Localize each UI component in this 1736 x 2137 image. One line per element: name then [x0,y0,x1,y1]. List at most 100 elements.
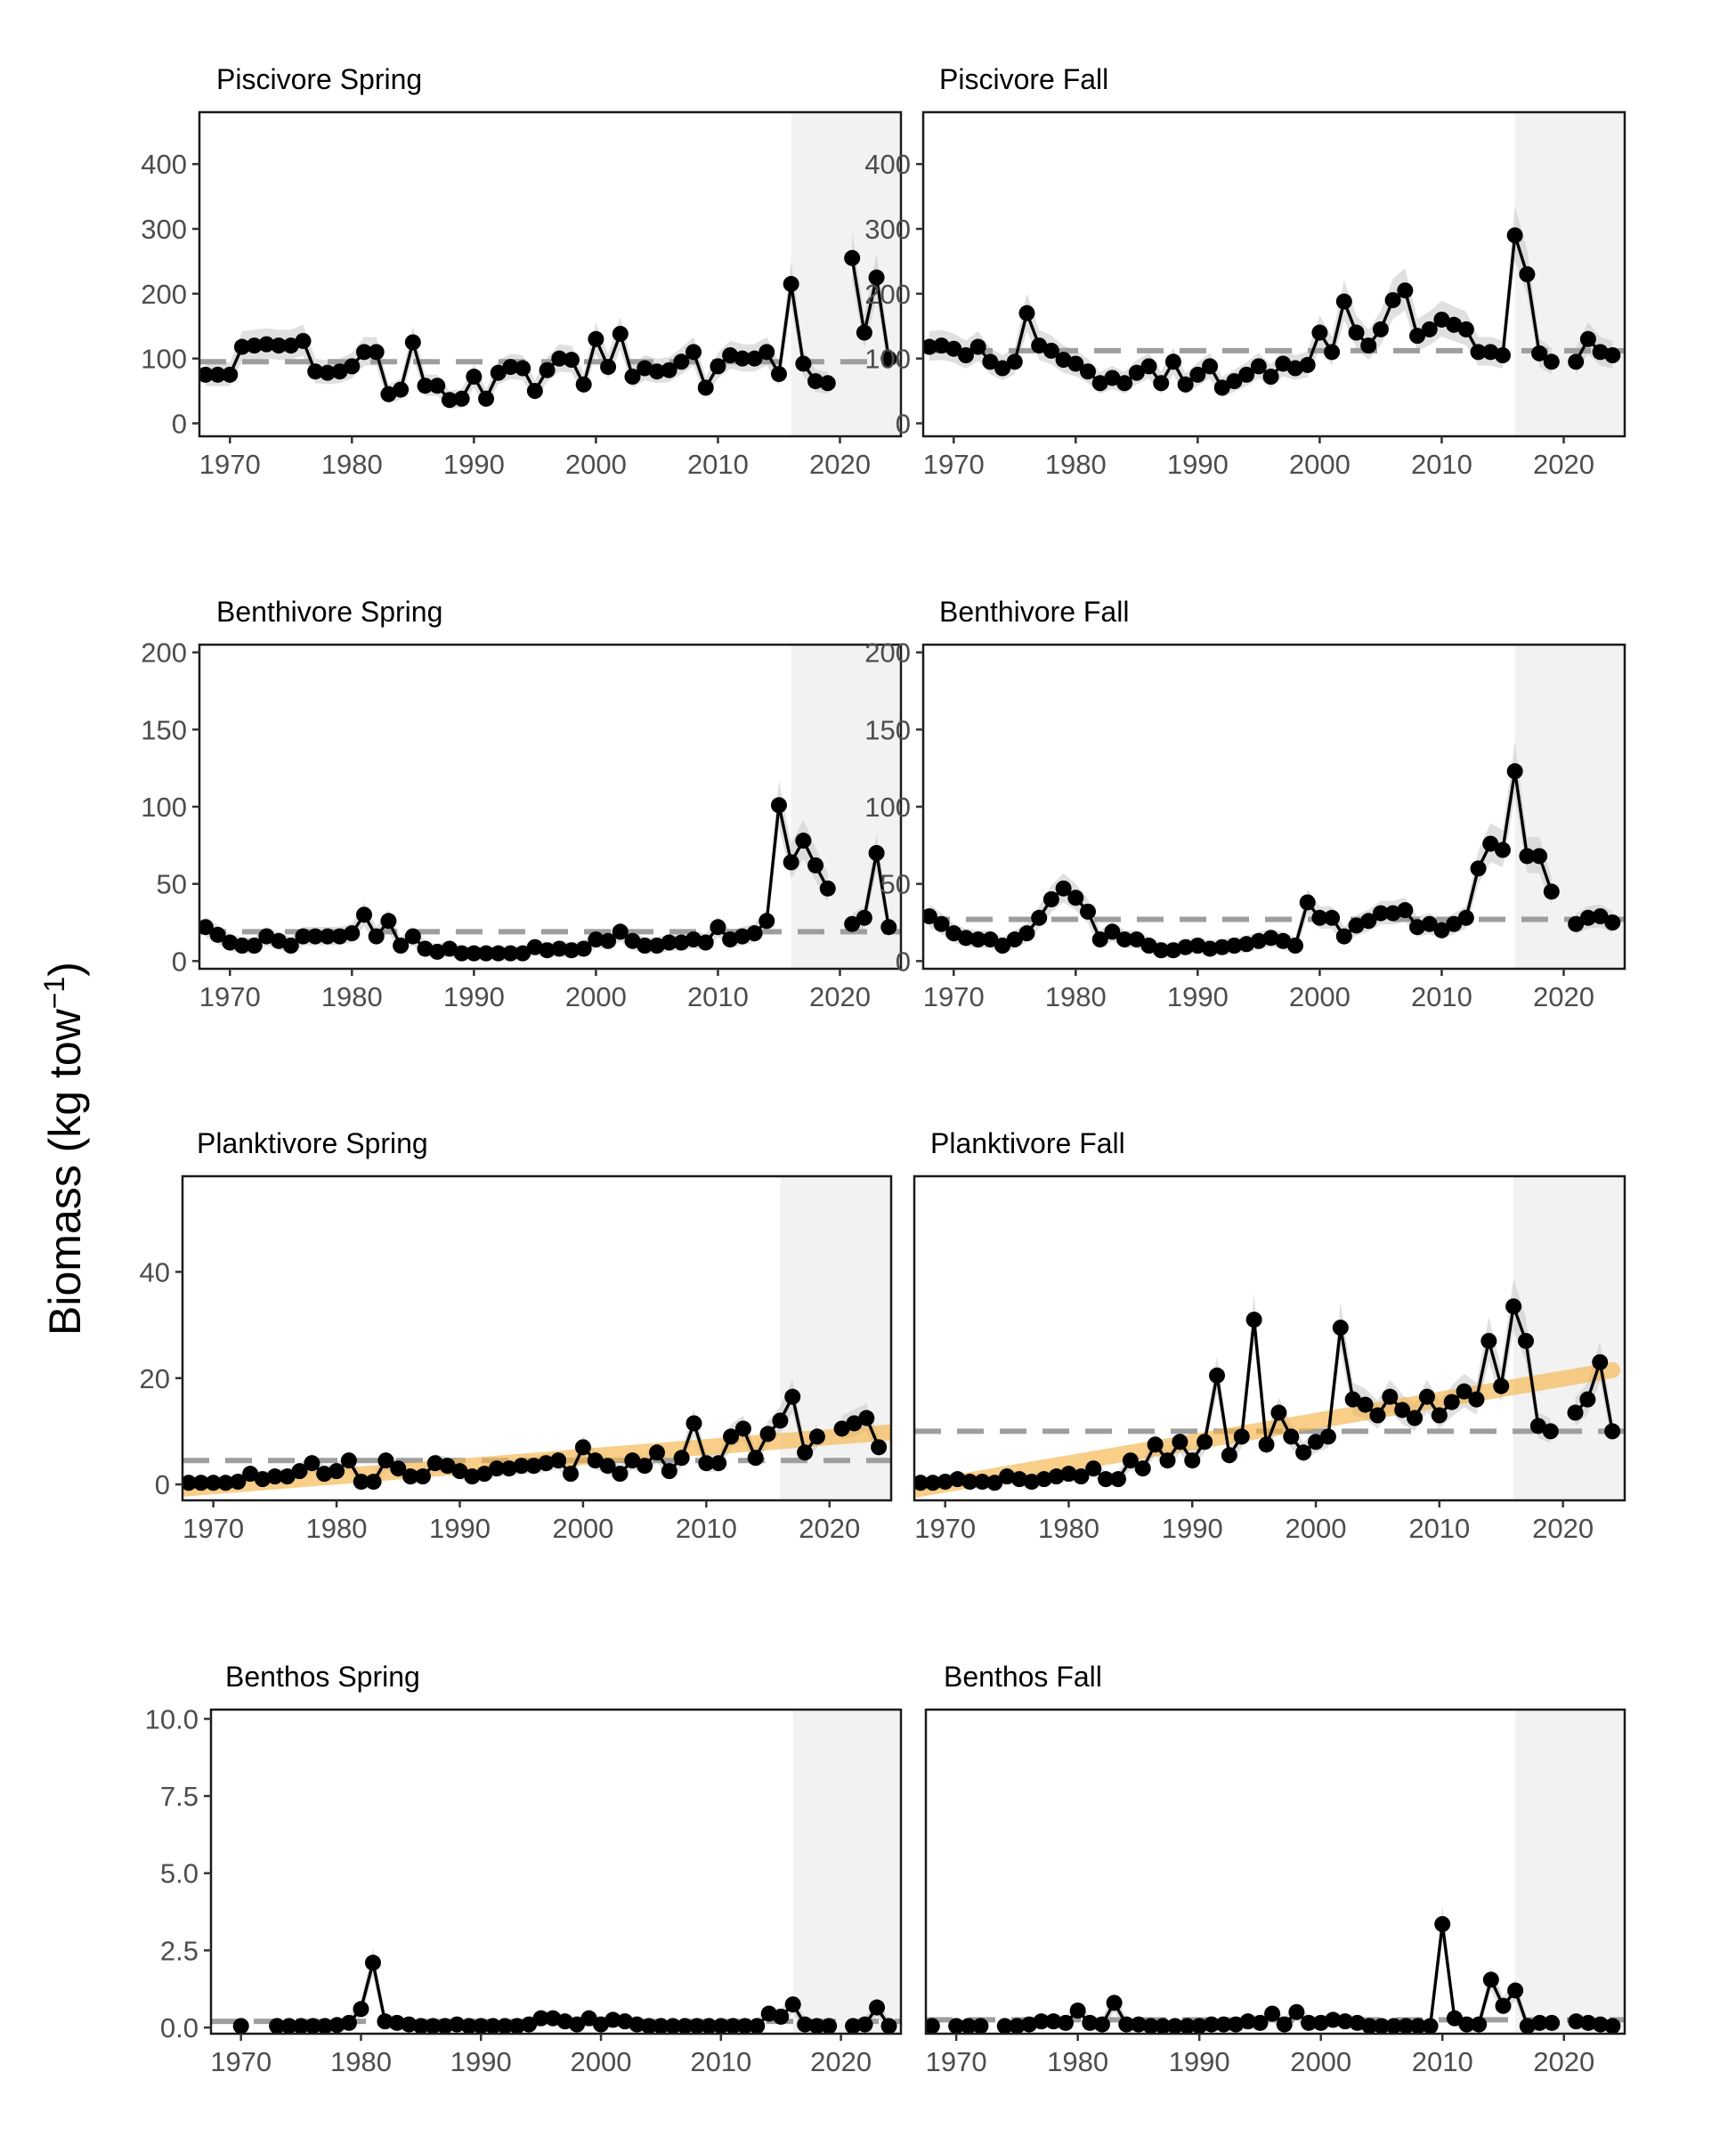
data-point [331,928,348,945]
x-tick-label: 1990 [429,1513,491,1544]
data-point [521,2016,538,2033]
data-point [1042,342,1059,359]
data-point [688,2018,705,2034]
data-point [1018,925,1035,942]
data-point [258,336,275,353]
y-axis-label-close: ) [40,962,90,977]
data-point [271,337,288,354]
y-tick-label: 150 [864,714,911,745]
y-tick-label: 300 [864,214,911,245]
data-point [1418,1388,1435,1405]
panel: Planktivore Spring 0 20 40 1970 1980 1990 2000 2… [140,1127,893,1544]
data-point [1134,1460,1151,1477]
data-point [1130,2016,1147,2033]
data-point [515,945,531,962]
data-point [1177,376,1194,393]
data-point [344,925,361,942]
data-point [923,338,937,355]
data-point [1543,883,1560,900]
data-point [449,2016,466,2033]
x-tick-label: 1970 [183,1513,244,1544]
y-axis-label-main: Biomass (kg tow [40,1008,90,1336]
data-point [869,1999,886,2016]
data-point [844,249,861,266]
data-point [484,2018,501,2034]
data-point [734,350,750,367]
x-tick-label: 1980 [1045,981,1107,1012]
data-point [758,913,775,930]
data-point [489,1460,506,1477]
data-point [1311,324,1328,341]
x-tick-label: 2010 [1408,1513,1470,1544]
data-point [575,940,592,957]
data-point [282,337,299,354]
data-point [1202,358,1219,375]
data-point [1045,2013,1062,2030]
data-point [353,2001,369,2018]
x-tick-label: 2000 [1286,1513,1347,1544]
data-point [1409,328,1426,345]
data-point [1286,360,1303,377]
data-point [1482,835,1499,852]
x-tick-label: 2000 [1289,981,1351,1012]
data-point [1421,321,1438,337]
data-point [1128,364,1145,381]
data-point [295,332,312,349]
data-point [807,373,824,390]
x-tick-label: 2020 [1533,2046,1594,2077]
data-point [734,1420,751,1437]
data-point [1245,1312,1262,1329]
plot-area [183,1176,891,1500]
data-point [1443,1394,1460,1410]
data-point [880,350,897,367]
data-point [356,906,373,923]
data-point [1073,1468,1090,1485]
data-point [637,938,653,954]
data-point [1283,1428,1300,1445]
panel: Benthos Fall 1970 1980 1990 2000 2010 2020 [924,1661,1626,2077]
data-point [784,1388,801,1405]
data-point [1080,363,1097,380]
data-point [1519,266,1536,282]
data-point [1067,890,1084,906]
x-tick-label: 1980 [1038,1513,1099,1544]
x-tick-label: 2020 [809,981,871,1012]
data-point [808,2018,825,2034]
data-point [747,1450,764,1467]
data-point [1042,891,1059,907]
data-point [1446,2010,1463,2027]
x-tick-label: 1990 [1162,1513,1223,1544]
data-point [1493,1377,1510,1394]
data-point [1335,928,1352,945]
data-point [697,379,714,396]
data-point [329,1463,345,1480]
data-point [880,2018,897,2034]
plot-area [199,645,901,969]
data-point [380,913,397,930]
data-point [1431,1407,1448,1424]
data-point [526,383,543,400]
data-point [222,366,239,383]
data-point [1482,344,1499,361]
data-point [1213,379,1230,396]
data-point [377,1452,394,1469]
data-point [1531,848,1548,865]
data-point [807,857,824,873]
data-point [266,1468,283,1485]
data-point [1189,366,1206,383]
data-point [1202,940,1219,957]
data-point [563,942,580,959]
x-tick-label: 2020 [1533,981,1594,1012]
data-point [1250,358,1267,375]
panel-title: Benthos Spring [225,1661,420,1693]
data-point [648,1444,665,1461]
x-tick-label: 2000 [565,981,627,1012]
x-tick-label: 2010 [1412,2046,1473,2077]
data-point [1172,1434,1188,1450]
x-tick-label: 2000 [1289,449,1351,480]
data-point [914,1475,929,1491]
data-point [478,390,495,407]
data-point [1308,1434,1325,1450]
data-point [209,926,226,943]
data-point [685,344,702,361]
